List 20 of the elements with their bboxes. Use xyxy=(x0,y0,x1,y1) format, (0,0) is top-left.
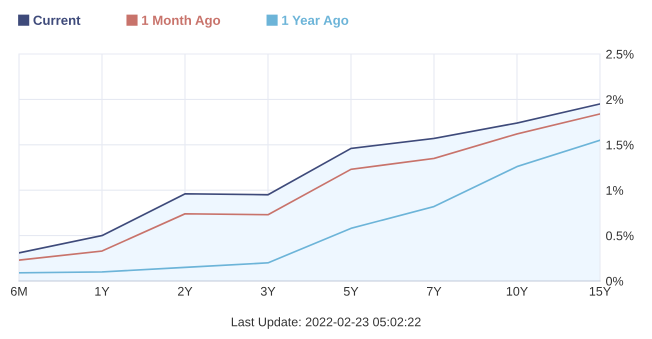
x-tick-label: 1Y xyxy=(95,287,110,296)
y-tick-label: 2.5% xyxy=(606,50,634,59)
line-series xyxy=(19,113,600,261)
y-tick-label: 0.5% xyxy=(606,231,634,240)
y-tick-label: 0% xyxy=(606,276,624,286)
y-tick-label: 2% xyxy=(606,95,624,104)
y-tick-label: 1.5% xyxy=(606,140,634,150)
x-tick-label: 7Y xyxy=(426,287,442,296)
legend-label: 1 Year Ago xyxy=(282,16,348,28)
legend-label: 1 Month Ago xyxy=(142,15,220,28)
x-tick-label: 10Y xyxy=(506,286,528,296)
x-tick-label: 15Y xyxy=(590,287,611,296)
x-tick-label: 5Y xyxy=(344,287,358,296)
line-series xyxy=(19,139,600,274)
legend-label: Current xyxy=(33,16,80,25)
x-tick-label: 6M xyxy=(10,286,27,296)
x-tick-label: 2Y xyxy=(178,286,192,296)
text: Last Update: 2022-02-23 05:02:22 xyxy=(232,317,421,329)
y-tick-label: 1% xyxy=(606,186,624,195)
x-tick-label: 3Y xyxy=(260,286,276,296)
